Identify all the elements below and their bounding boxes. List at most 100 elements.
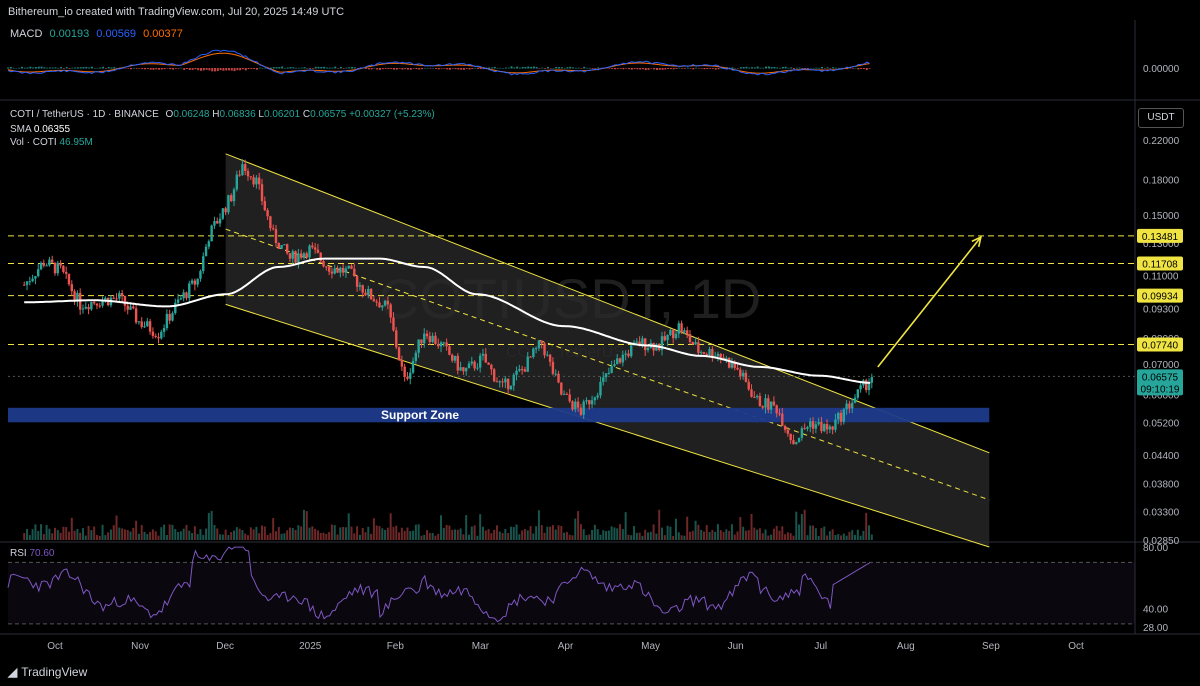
volume-bar xyxy=(465,515,468,540)
candle-body xyxy=(353,268,356,277)
macd-histogram-bar xyxy=(488,67,491,69)
candle-body xyxy=(283,244,286,246)
candle-body xyxy=(375,301,378,303)
candle-body xyxy=(221,208,225,219)
candle-body xyxy=(157,336,160,339)
volume-bar xyxy=(772,528,775,540)
volume-bar xyxy=(118,527,121,540)
candle-body xyxy=(786,429,790,434)
volume-bar xyxy=(870,534,873,540)
candle-body xyxy=(764,398,767,408)
candle-body xyxy=(848,403,851,409)
candle-body xyxy=(607,372,611,374)
ohlc-high: 0.06836 xyxy=(219,109,256,120)
volume-bar xyxy=(795,511,798,540)
volume-bar xyxy=(711,529,714,540)
candle-body xyxy=(213,221,216,226)
candle-body xyxy=(851,402,854,409)
candle-body xyxy=(613,364,616,367)
macd-histogram-bar xyxy=(851,68,854,69)
macd-histogram-bar xyxy=(496,67,499,69)
macd-histogram-bar xyxy=(457,68,460,70)
candle-body xyxy=(683,330,686,333)
macd-histogram-bar xyxy=(650,68,653,69)
macd-histogram-bar xyxy=(381,68,384,70)
tradingview-label: TradingView xyxy=(21,665,88,679)
candle-body xyxy=(557,373,560,383)
candle-body xyxy=(305,253,308,258)
volume-bar xyxy=(311,526,314,540)
macd-histogram-bar xyxy=(597,67,600,69)
macd-histogram-bar xyxy=(409,68,412,70)
macd-histogram-bar xyxy=(667,68,670,70)
macd-histogram-bar xyxy=(753,67,756,69)
volume-bar xyxy=(107,532,110,540)
volume-bar xyxy=(688,531,691,540)
volume-bar xyxy=(826,535,829,540)
volume-bar xyxy=(865,512,868,540)
volume-bar xyxy=(442,527,445,540)
volume-bar xyxy=(605,531,608,540)
candle-body xyxy=(716,353,720,357)
macd-histogram-bar xyxy=(507,67,510,69)
candle-body xyxy=(280,245,283,249)
macd-histogram-bar xyxy=(166,68,169,69)
tradingview-branding[interactable]: ◢ TradingView xyxy=(8,665,87,679)
candle-body xyxy=(761,406,764,408)
candle-body xyxy=(395,330,398,348)
candle-body xyxy=(123,295,127,306)
macd-histogram-bar xyxy=(605,68,608,69)
macd-histogram-bar xyxy=(681,68,684,69)
currency-selector[interactable]: USDT xyxy=(1138,108,1184,128)
macd-histogram-bar xyxy=(865,68,868,71)
candle-body xyxy=(193,280,197,285)
volume-bar xyxy=(490,533,493,540)
macd-histogram-bar xyxy=(219,68,222,71)
volume-bar xyxy=(454,529,457,540)
volume-bar xyxy=(613,527,616,540)
candle-body xyxy=(660,336,664,350)
macd-histogram-bar xyxy=(46,67,49,69)
volume-bar xyxy=(40,524,43,540)
macd-histogram-bar xyxy=(9,66,12,69)
macd-histogram-bar xyxy=(20,66,23,69)
candle-body xyxy=(311,245,314,248)
volume-bar xyxy=(202,534,205,540)
volume-bar xyxy=(409,531,412,540)
macd-histogram-bar xyxy=(222,68,225,71)
symbol-title[interactable]: COTI / TetherUS · 1D · BINANCE xyxy=(10,109,159,120)
rsi-axis-tick: 28.00 xyxy=(1143,623,1168,634)
volume-bar xyxy=(529,526,532,540)
volume-bar xyxy=(177,531,180,540)
candle-body xyxy=(434,335,437,345)
macd-histogram-bar xyxy=(250,68,253,69)
volume-bar xyxy=(252,529,255,540)
macd-histogram-bar xyxy=(630,68,633,70)
macd-histogram-bar xyxy=(241,68,244,70)
macd-histogram-bar xyxy=(348,67,351,69)
candle-body xyxy=(361,285,364,293)
volume-bar xyxy=(725,529,728,540)
candle-body xyxy=(498,381,501,383)
volume-bar xyxy=(342,526,345,540)
volume-bar xyxy=(577,511,580,540)
macd-histogram-bar xyxy=(65,67,68,69)
volume-bar xyxy=(602,530,605,540)
candle-body xyxy=(199,270,202,279)
volume-bar xyxy=(487,529,490,540)
macd-histogram-bar xyxy=(197,68,200,71)
candle-body xyxy=(492,369,496,382)
macd-histogram-bar xyxy=(857,68,860,70)
time-axis-tick: Oct xyxy=(1068,641,1084,652)
candle-body xyxy=(81,308,85,310)
volume-bar xyxy=(34,524,37,540)
candle-body xyxy=(571,401,574,410)
volume-bar xyxy=(423,534,426,540)
candle-body xyxy=(179,298,183,300)
volume-bar xyxy=(476,535,479,540)
candle-body xyxy=(809,421,812,428)
volume-bar xyxy=(716,524,719,540)
macd-histogram-bar xyxy=(370,68,373,70)
macd-histogram-bar xyxy=(580,68,583,69)
macd-histogram-bar xyxy=(275,67,278,69)
